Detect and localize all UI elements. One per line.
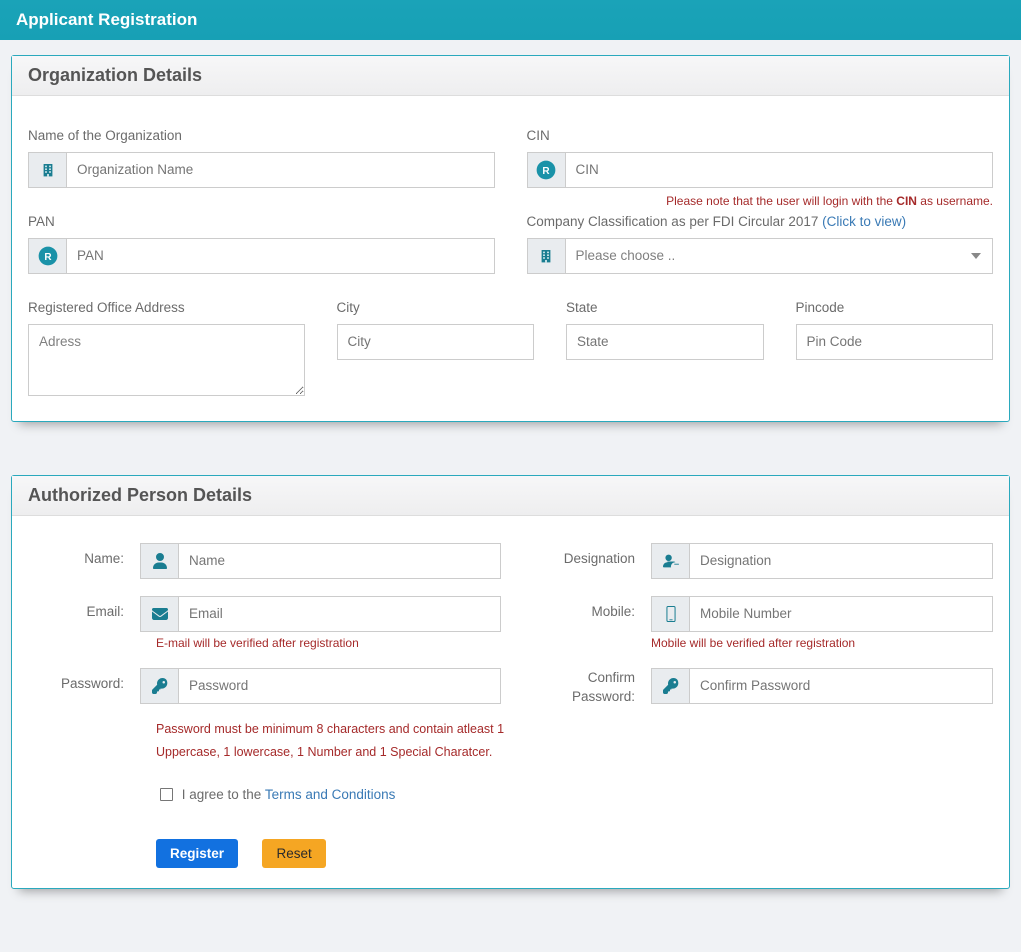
svg-text:R: R bbox=[44, 252, 52, 263]
svg-text:R: R bbox=[542, 166, 550, 177]
